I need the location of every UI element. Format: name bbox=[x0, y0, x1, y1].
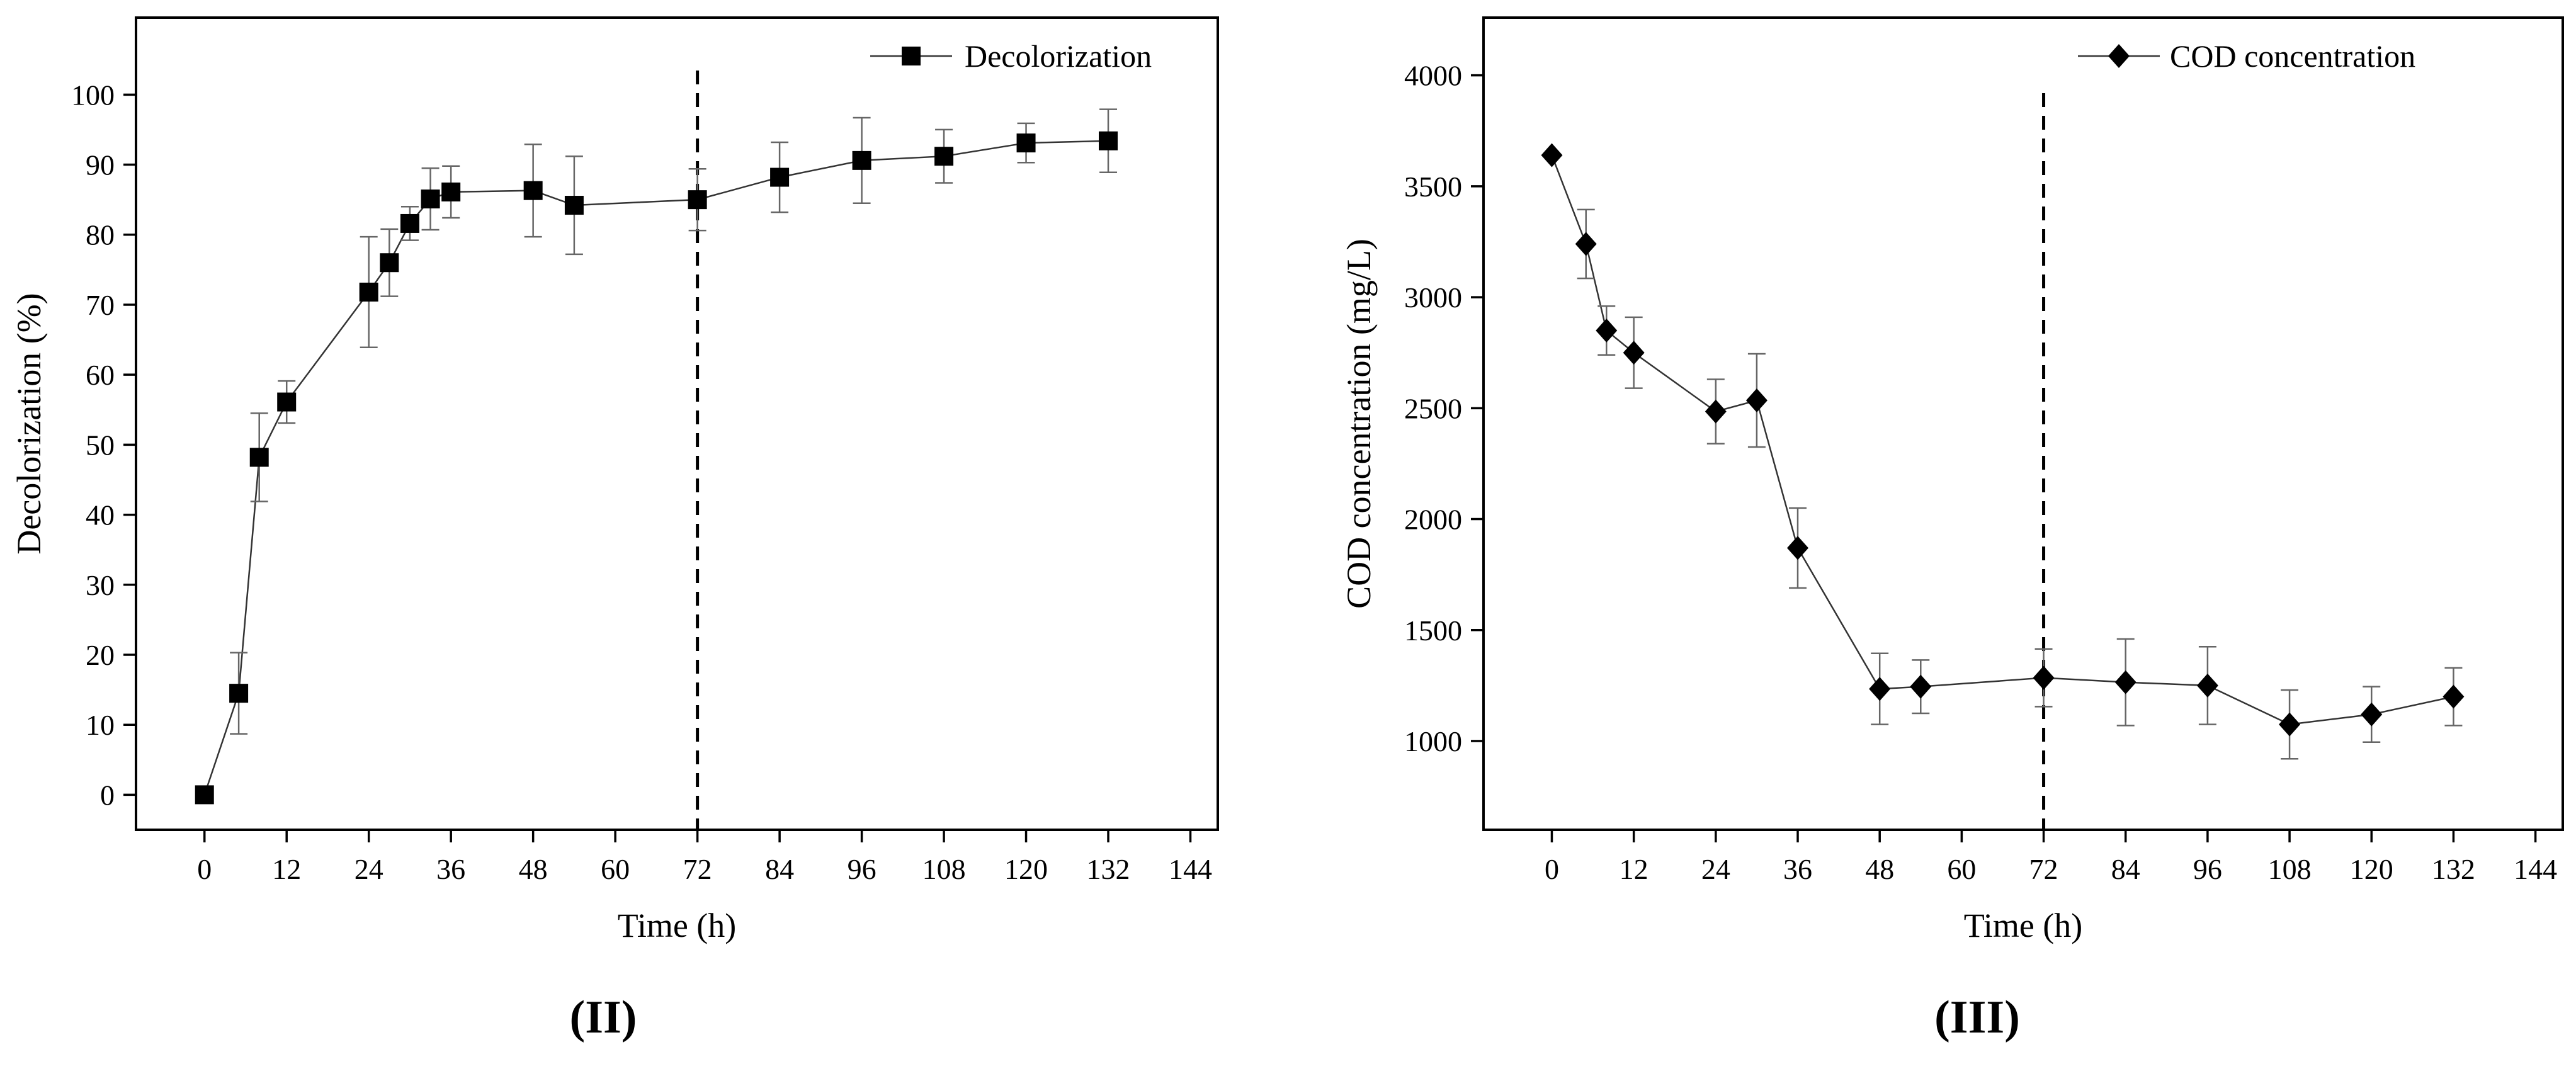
x-tick-label: 96 bbox=[2193, 853, 2222, 885]
x-tick-label: 36 bbox=[1783, 853, 1812, 885]
data-point bbox=[564, 196, 584, 215]
data-point bbox=[2279, 712, 2301, 737]
legend-label: COD concentration bbox=[2170, 38, 2415, 74]
y-axis-title: Decolorization (%) bbox=[10, 293, 48, 554]
y-tick-label: 3000 bbox=[1404, 281, 1462, 314]
data-point bbox=[934, 147, 954, 166]
x-tick-label: 0 bbox=[197, 853, 212, 885]
y-tick-label: 70 bbox=[86, 289, 115, 321]
y-tick-label: 90 bbox=[86, 149, 115, 181]
data-point bbox=[852, 150, 871, 170]
plot-frame bbox=[1482, 16, 2564, 831]
x-tick-label: 144 bbox=[2514, 853, 2557, 885]
data-point bbox=[1869, 677, 1891, 701]
legend-label: Decolorization bbox=[965, 38, 1152, 74]
y-tick-label: 0 bbox=[100, 779, 115, 811]
x-tick-label: 72 bbox=[683, 853, 712, 885]
x-tick-label: 60 bbox=[601, 853, 630, 885]
data-point bbox=[770, 167, 790, 187]
x-tick-label: 24 bbox=[355, 853, 383, 885]
x-tick-label: 96 bbox=[848, 853, 877, 885]
y-tick-label: 50 bbox=[86, 429, 115, 461]
x-tick-label: 132 bbox=[1087, 853, 1130, 885]
data-point bbox=[2033, 665, 2055, 690]
panel-label: (II) bbox=[570, 992, 637, 1043]
data-point bbox=[1910, 674, 1932, 699]
x-axis-title: Time (h) bbox=[618, 907, 737, 944]
data-point bbox=[2114, 670, 2136, 694]
chart-panel-1: 0 12 24 36 48 60 72 84 96 108 120 132 144 0 10 20 30 40 50… bbox=[10, 16, 1219, 1043]
x-tick-label: 108 bbox=[2268, 853, 2312, 885]
x-tick-label: 108 bbox=[922, 853, 966, 885]
legend-marker bbox=[2108, 44, 2130, 68]
data-point bbox=[1099, 131, 1118, 150]
data-point bbox=[1541, 143, 1563, 167]
data-point bbox=[2361, 702, 2383, 727]
x-tick-label: 48 bbox=[519, 853, 548, 885]
x-tick-label: 48 bbox=[1865, 853, 1894, 885]
x-tick-label: 36 bbox=[436, 853, 465, 885]
x-tick-label: 60 bbox=[1947, 853, 1976, 885]
data-point bbox=[1705, 399, 1727, 424]
plot-frame bbox=[135, 16, 1219, 831]
x-tick-label: 84 bbox=[765, 853, 794, 885]
data-point bbox=[195, 785, 214, 805]
data-point bbox=[1745, 388, 1767, 412]
x-tick-label: 24 bbox=[1701, 853, 1730, 885]
y-tick-label: 2500 bbox=[1404, 392, 1462, 424]
data-point bbox=[400, 213, 419, 233]
y-tick-label: 2000 bbox=[1404, 504, 1462, 536]
panel-label: (III) bbox=[1934, 992, 2020, 1043]
data-point bbox=[421, 190, 440, 209]
series-line bbox=[1551, 155, 2454, 725]
legend-marker bbox=[902, 47, 921, 65]
x-tick-label: 132 bbox=[2432, 853, 2475, 885]
y-tick-label: 1000 bbox=[1404, 725, 1462, 757]
data-point bbox=[1016, 133, 1036, 153]
data-point bbox=[2443, 684, 2465, 709]
y-tick-label: 4000 bbox=[1404, 60, 1462, 92]
y-tick-label: 20 bbox=[86, 639, 115, 671]
y-tick-label: 3500 bbox=[1404, 171, 1462, 203]
x-axis-title: Time (h) bbox=[1964, 907, 2083, 944]
y-tick-label: 1500 bbox=[1404, 614, 1462, 647]
data-point bbox=[1575, 232, 1597, 256]
data-point bbox=[441, 182, 461, 201]
y-tick-label: 30 bbox=[86, 569, 115, 601]
x-tick-label: 12 bbox=[272, 853, 301, 885]
data-point bbox=[1596, 318, 1618, 342]
data-point bbox=[359, 282, 378, 302]
data-point bbox=[1787, 536, 1809, 560]
y-tick-label: 40 bbox=[86, 499, 115, 531]
data-point bbox=[2196, 673, 2218, 698]
series-line bbox=[203, 140, 1109, 795]
x-tick-label: 84 bbox=[2111, 853, 2140, 885]
y-axis-title: COD concentration (mg/L) bbox=[1340, 239, 1378, 609]
data-point bbox=[249, 448, 269, 467]
data-point bbox=[380, 253, 399, 273]
x-tick-label: 120 bbox=[1004, 853, 1048, 885]
data-point bbox=[277, 392, 297, 412]
x-tick-label: 144 bbox=[1169, 853, 1212, 885]
y-tick-label: 10 bbox=[86, 709, 115, 741]
x-tick-label: 12 bbox=[1620, 853, 1648, 885]
x-tick-label: 0 bbox=[1545, 853, 1559, 885]
x-tick-label: 120 bbox=[2350, 853, 2393, 885]
data-point bbox=[229, 684, 249, 703]
data-point bbox=[523, 181, 543, 200]
x-tick-label: 72 bbox=[2029, 853, 2058, 885]
y-tick-label: 80 bbox=[86, 219, 115, 251]
chart-panel-2: 0 12 24 36 48 60 72 84 96 108 120 132 144 1000 1500 200… bbox=[1340, 16, 2564, 1043]
data-point bbox=[688, 190, 707, 210]
y-tick-label: 100 bbox=[71, 79, 115, 111]
data-point bbox=[1623, 341, 1645, 365]
y-tick-label: 60 bbox=[86, 359, 115, 391]
